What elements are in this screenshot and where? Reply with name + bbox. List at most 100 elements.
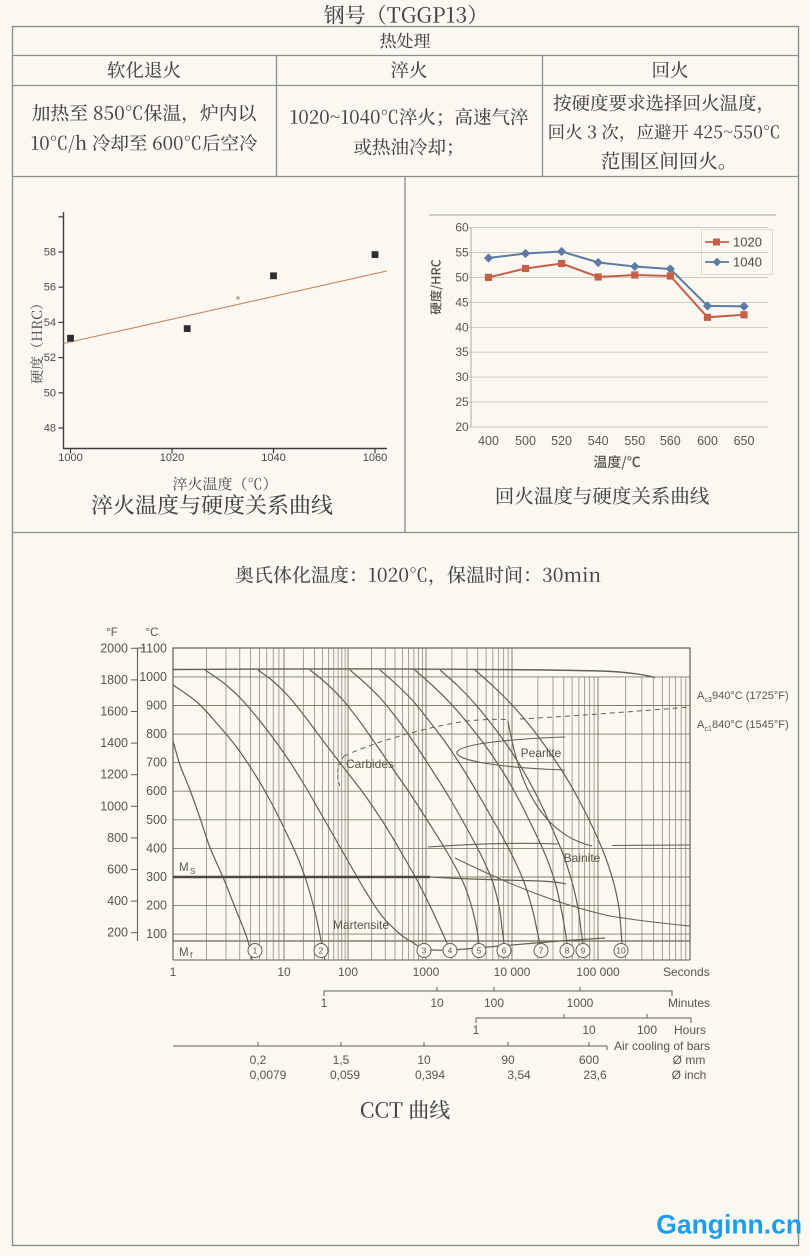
svg-text:840°C (1545°F): 840°C (1545°F) (712, 719, 789, 731)
svg-text:°F: °F (106, 627, 118, 639)
svg-text:48: 48 (44, 423, 56, 435)
svg-text:Minutes: Minutes (668, 996, 710, 1010)
svg-text:f: f (190, 950, 193, 960)
svg-text:550: 550 (624, 434, 645, 448)
svg-text:100: 100 (484, 996, 504, 1010)
svg-text:700: 700 (146, 756, 167, 770)
svg-text:10 000: 10 000 (494, 965, 531, 979)
svg-text:S: S (190, 867, 195, 876)
svg-text:3,54: 3,54 (507, 1068, 531, 1082)
svg-text:35: 35 (455, 345, 469, 359)
svg-text:Ø inch: Ø inch (672, 1068, 707, 1082)
svg-text:Air cooling of bars: Air cooling of bars (614, 1039, 710, 1053)
svg-text:9: 9 (581, 946, 586, 956)
svg-text:0,2: 0,2 (250, 1053, 267, 1067)
svg-text:10: 10 (582, 1023, 596, 1037)
svg-text:200: 200 (146, 899, 167, 913)
svg-text:8: 8 (565, 946, 570, 956)
svg-text:1020: 1020 (733, 235, 762, 250)
svg-text:2000: 2000 (100, 641, 128, 655)
svg-text:10: 10 (430, 996, 444, 1010)
svg-text:940°C (1725°F): 940°C (1725°F) (712, 690, 789, 702)
svg-text:1000: 1000 (58, 452, 82, 464)
svg-text:800: 800 (107, 831, 128, 845)
svg-text:25: 25 (455, 395, 469, 409)
svg-text:Martensite: Martensite (333, 918, 389, 932)
svg-text:600: 600 (579, 1053, 599, 1067)
svg-text:54: 54 (44, 317, 56, 329)
svg-text:1040: 1040 (261, 452, 285, 464)
svg-text:0,0079: 0,0079 (250, 1068, 287, 1082)
svg-text:1: 1 (321, 996, 328, 1010)
svg-text:1: 1 (170, 965, 177, 979)
svg-text:°C: °C (146, 627, 159, 639)
svg-text:50: 50 (455, 270, 469, 284)
svg-text:400: 400 (107, 894, 128, 908)
svg-text:20: 20 (455, 420, 469, 434)
svg-text:10: 10 (417, 1053, 431, 1067)
svg-text:7: 7 (539, 946, 544, 956)
svg-text:6: 6 (502, 946, 507, 956)
svg-text:600: 600 (146, 784, 167, 798)
svg-text:c1: c1 (705, 726, 713, 733)
svg-text:A: A (697, 719, 705, 731)
svg-text:3: 3 (422, 946, 427, 956)
svg-text:A: A (697, 690, 705, 702)
svg-text:1020: 1020 (160, 452, 184, 464)
svg-text:50: 50 (44, 387, 56, 399)
svg-text:400: 400 (146, 841, 167, 855)
svg-text:M: M (179, 947, 189, 959)
svg-text:52: 52 (44, 352, 56, 364)
svg-text:Ganginn.cn: Ganginn.cn (656, 1210, 802, 1240)
svg-text:90: 90 (501, 1053, 515, 1067)
svg-text:Pearlite: Pearlite (521, 746, 562, 760)
svg-text:55: 55 (455, 246, 469, 260)
svg-text:520: 520 (551, 434, 572, 448)
svg-text:800: 800 (146, 727, 167, 741)
svg-text:40: 40 (455, 320, 469, 334)
svg-text:10: 10 (277, 965, 291, 979)
svg-text:1,5: 1,5 (333, 1053, 350, 1067)
svg-text:0,394: 0,394 (415, 1068, 445, 1082)
svg-text:400: 400 (478, 434, 499, 448)
svg-text:200: 200 (107, 926, 128, 940)
svg-text:500: 500 (146, 813, 167, 827)
svg-text:10: 10 (616, 946, 626, 956)
svg-text:60: 60 (455, 221, 469, 235)
svg-text:M: M (179, 862, 189, 874)
svg-text:1800: 1800 (100, 673, 128, 687)
svg-text:58: 58 (44, 247, 56, 259)
svg-text:600: 600 (107, 863, 128, 877)
svg-text:Seconds: Seconds (663, 965, 710, 979)
svg-text:650: 650 (734, 434, 755, 448)
svg-text:300: 300 (146, 870, 167, 884)
svg-text:Ø mm: Ø mm (673, 1053, 706, 1067)
svg-text:45: 45 (455, 295, 469, 309)
svg-text:100: 100 (146, 927, 167, 941)
svg-text:600: 600 (697, 434, 718, 448)
svg-text:1100: 1100 (140, 641, 167, 655)
svg-text:1600: 1600 (100, 705, 128, 719)
svg-text:Hours: Hours (674, 1023, 706, 1037)
svg-text:1060: 1060 (363, 452, 387, 464)
svg-text:1400: 1400 (100, 736, 128, 750)
svg-text:1000: 1000 (100, 799, 128, 813)
svg-text:500: 500 (515, 434, 536, 448)
svg-text:1200: 1200 (100, 768, 128, 782)
svg-text:1000: 1000 (413, 965, 440, 979)
svg-text:1: 1 (473, 1023, 480, 1037)
svg-text:100: 100 (637, 1023, 657, 1037)
svg-text:Bainite: Bainite (564, 851, 601, 865)
svg-text:560: 560 (660, 434, 681, 448)
svg-text:100: 100 (338, 965, 358, 979)
svg-text:c3: c3 (705, 697, 713, 704)
svg-text:1000: 1000 (139, 670, 167, 684)
svg-text:23,6: 23,6 (583, 1068, 607, 1082)
svg-text:4: 4 (448, 946, 453, 956)
svg-text:1040: 1040 (733, 255, 762, 270)
svg-text:100 000: 100 000 (576, 965, 620, 979)
svg-text:Carbides: Carbides (346, 757, 394, 771)
svg-text:2: 2 (319, 946, 324, 956)
svg-text:30: 30 (455, 370, 469, 384)
svg-text:1000: 1000 (567, 996, 594, 1010)
